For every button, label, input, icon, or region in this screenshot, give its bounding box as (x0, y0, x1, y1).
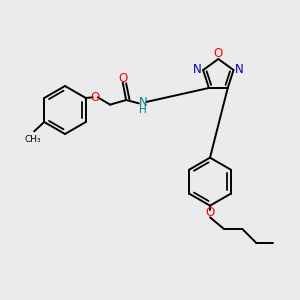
Text: CH₃: CH₃ (24, 135, 41, 144)
Text: O: O (206, 206, 214, 219)
Text: N: N (138, 95, 147, 109)
Text: N: N (193, 63, 202, 76)
Text: O: O (214, 47, 223, 60)
Text: H: H (139, 105, 147, 115)
Text: N: N (235, 63, 244, 76)
Text: O: O (91, 91, 100, 104)
Text: O: O (118, 71, 128, 85)
